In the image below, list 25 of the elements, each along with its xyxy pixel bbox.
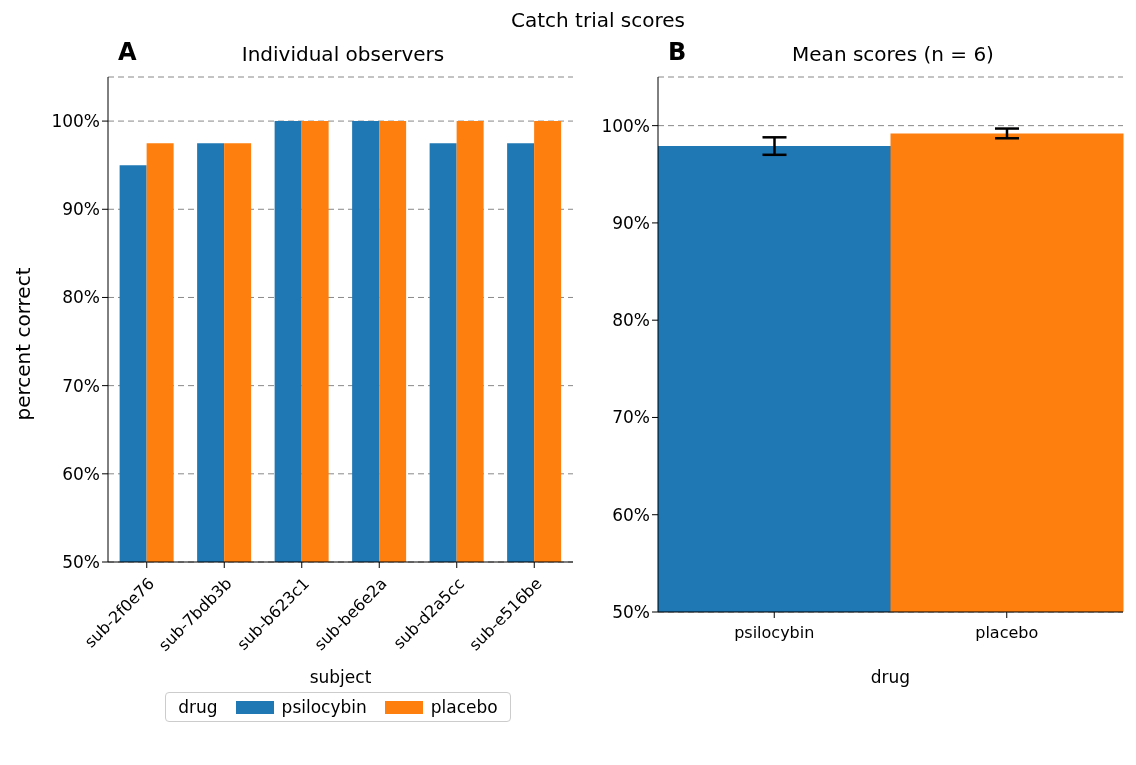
legend-label: placebo <box>430 697 498 717</box>
y-tick-label: 100% <box>601 115 650 136</box>
y-tick-label: 90% <box>62 199 100 220</box>
y-tick-label: 80% <box>612 310 650 331</box>
legend-label: psilocybin <box>281 697 367 717</box>
y-tick-label: 50% <box>62 552 100 573</box>
y-tick-label: 80% <box>62 287 100 308</box>
y-tick-label: 70% <box>612 407 650 428</box>
y-tick-label: 60% <box>612 504 650 525</box>
x-tick-label: placebo <box>975 623 1039 642</box>
text: Catch trial scores <box>509 8 686 32</box>
y-tick-label: 90% <box>612 212 650 233</box>
text: A <box>118 38 137 66</box>
y-tick-label: 50% <box>612 602 650 623</box>
y-tick-label: 70% <box>62 375 100 396</box>
chart-title: Mean scores (n = 6) <box>792 42 994 66</box>
x-axis-title: drug <box>870 667 911 687</box>
chart-title: Individual observers <box>241 42 445 66</box>
y-tick-label: 100% <box>51 111 100 132</box>
legend-title: drug <box>178 697 218 717</box>
x-tick-label: psilocybin <box>734 623 815 642</box>
y-axis-title: percent correct <box>11 266 35 423</box>
text: B <box>668 38 687 66</box>
x-axis-title: subject <box>309 667 372 687</box>
y-tick-label: 60% <box>62 463 100 484</box>
